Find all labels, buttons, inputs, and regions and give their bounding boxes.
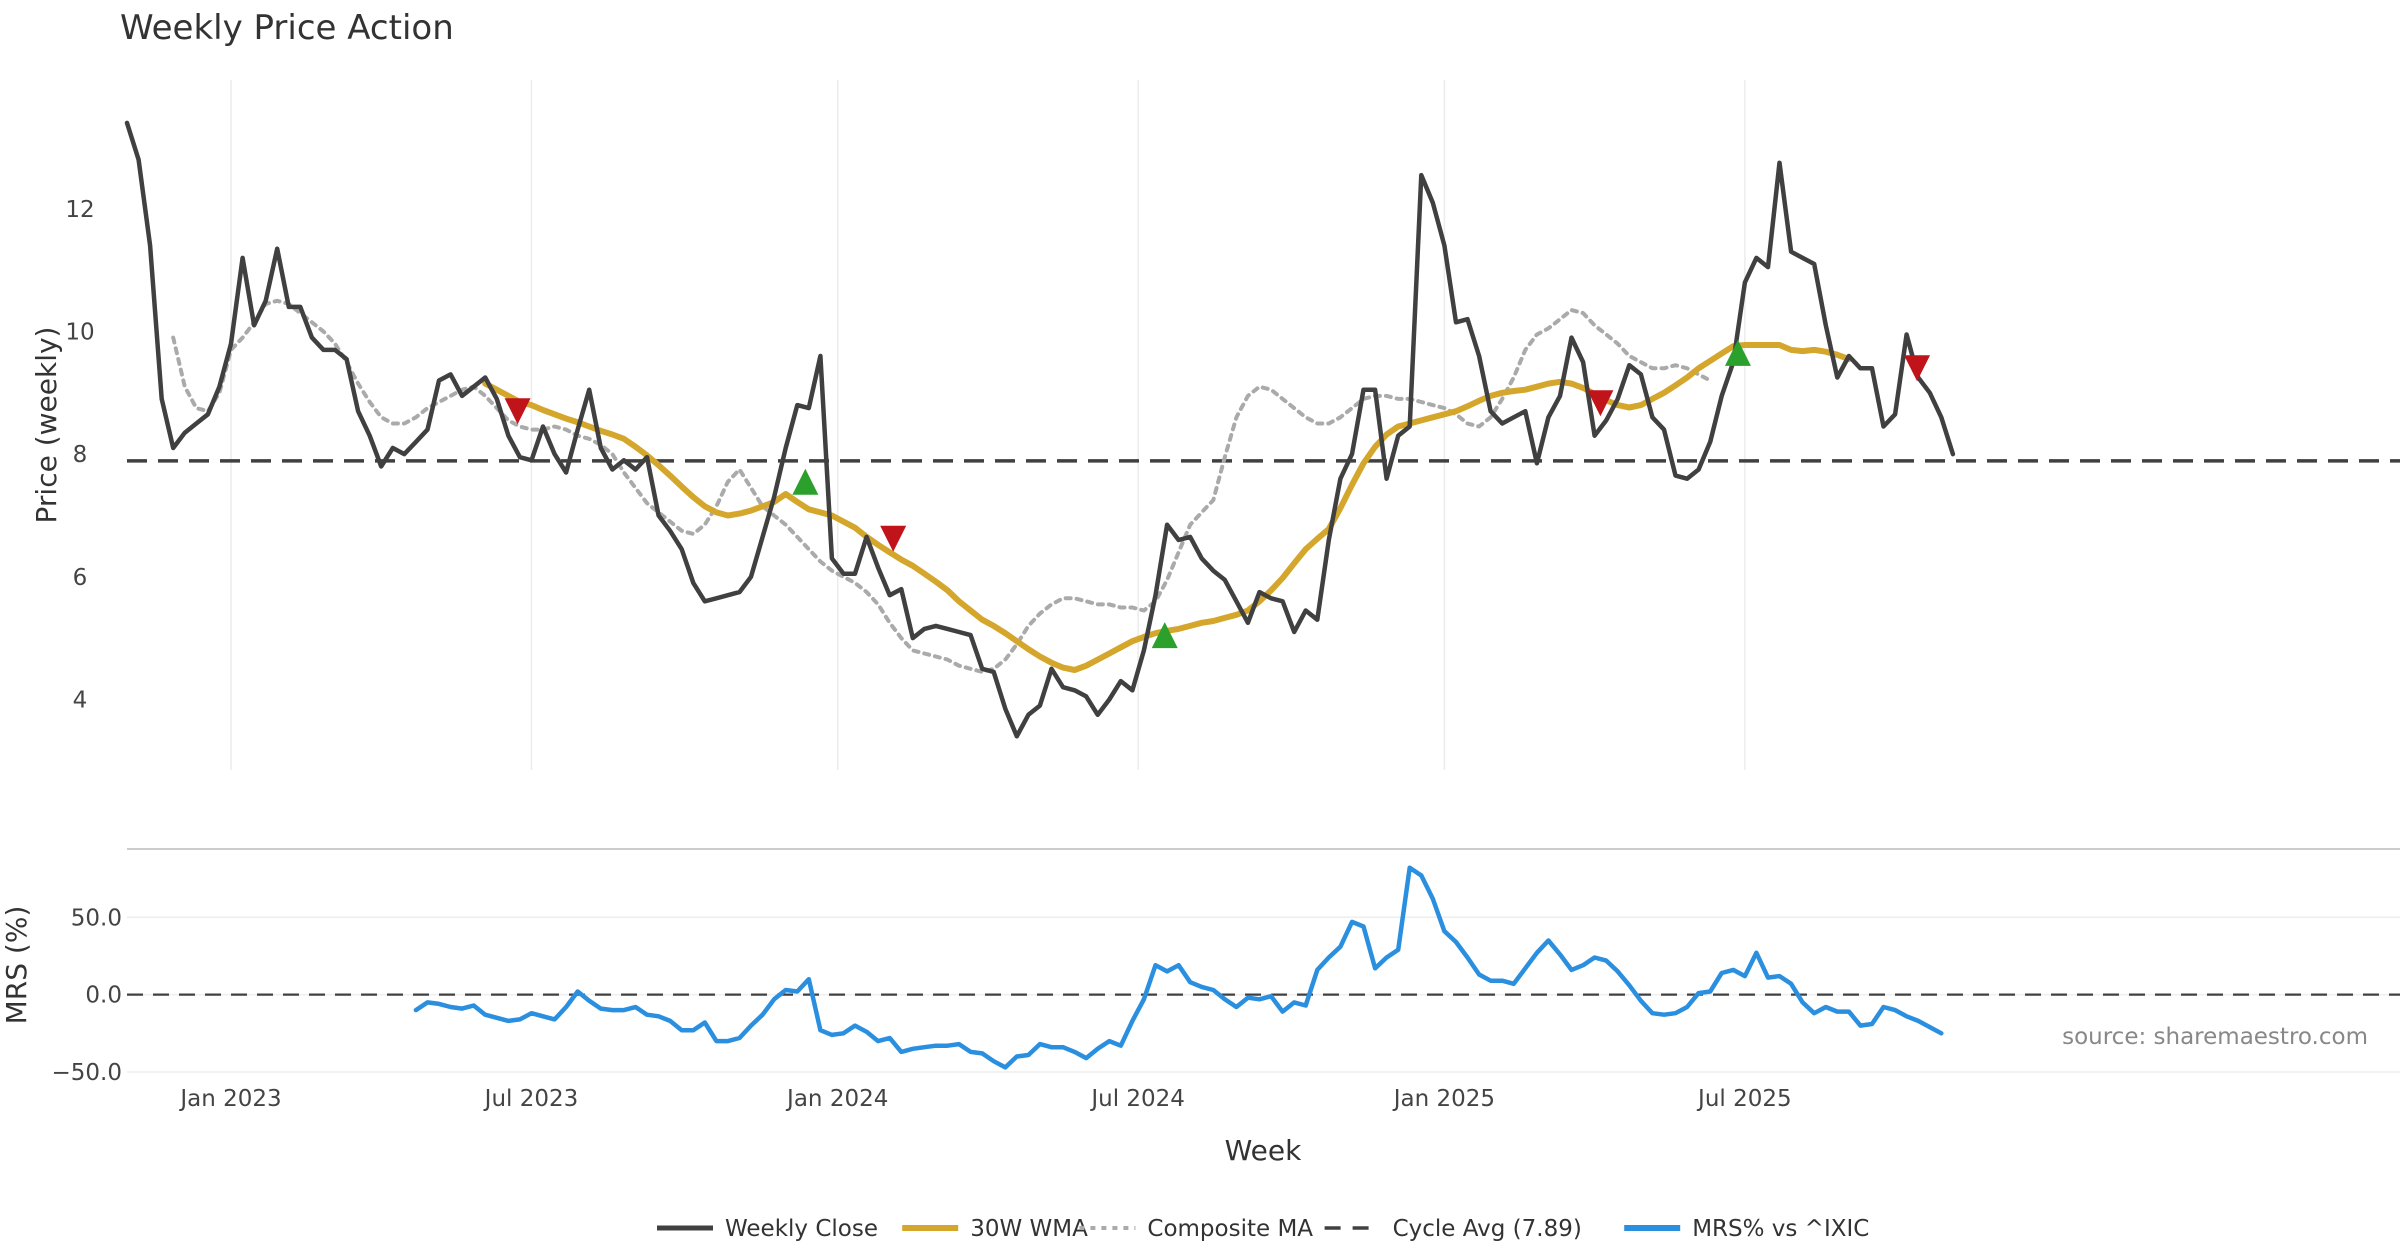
chart-title: Weekly Price Action <box>120 8 454 48</box>
buy-signal-marker <box>792 468 819 495</box>
sell-signal-marker <box>880 525 907 552</box>
legend-label: MRS% vs ^IXIC <box>1692 1216 1869 1242</box>
price-y-tick-label: 10 <box>65 319 94 345</box>
reference-lines <box>127 459 2400 996</box>
price-y-tick-label: 6 <box>73 565 88 591</box>
x-tick-label: Jul 2024 <box>1089 1086 1185 1112</box>
legend-label: Composite MA <box>1147 1216 1313 1242</box>
price-y-tick-label: 12 <box>65 197 94 223</box>
axis-labels: Jan 2023 Jul 2023 Jan 2024 Jul 2024 Jan 2025… <box>52 197 1792 1112</box>
price-y-tick-label: 4 <box>73 687 88 713</box>
x-tick-label: Jul 2025 <box>1696 1086 1792 1112</box>
x-tick-label: Jan 2025 <box>1392 1086 1495 1112</box>
x-axis-label: Week <box>1225 1134 1302 1167</box>
mrs-y-tick-label: 50.0 <box>71 905 122 931</box>
x-tick-label: Jan 2024 <box>785 1086 888 1112</box>
legend: Weekly Close 30W WMA Composite MA Cycle Avg… <box>657 1216 1869 1242</box>
sell-signal-marker <box>1904 355 1931 382</box>
mrs-y-tick-label: 0.0 <box>85 983 122 1009</box>
weekly-close-line <box>124 120 1956 739</box>
mrs-line <box>413 865 1944 1070</box>
price-y-tick-label: 8 <box>73 442 88 468</box>
source-note: source: sharemaestro.com <box>2062 1024 2368 1050</box>
grid-layer <box>127 80 2400 1073</box>
price-y-axis-label: Price (weekly) <box>30 327 63 524</box>
signal-markers <box>504 339 1931 649</box>
buy-signal-marker <box>1151 622 1178 649</box>
x-tick-label: Jan 2023 <box>178 1086 281 1112</box>
x-tick-label: Jul 2023 <box>483 1086 579 1112</box>
legend-label: Cycle Avg (7.89) <box>1393 1216 1582 1242</box>
mrs-y-tick-label: −50.0 <box>52 1060 122 1086</box>
buy-signal-marker <box>1724 339 1751 366</box>
mrs-y-axis-label: MRS (%) <box>0 906 33 1025</box>
legend-label: 30W WMA <box>970 1216 1088 1242</box>
legend-label: Weekly Close <box>725 1216 878 1242</box>
sell-signal-marker <box>1587 390 1614 417</box>
sell-signal-marker <box>504 398 531 425</box>
